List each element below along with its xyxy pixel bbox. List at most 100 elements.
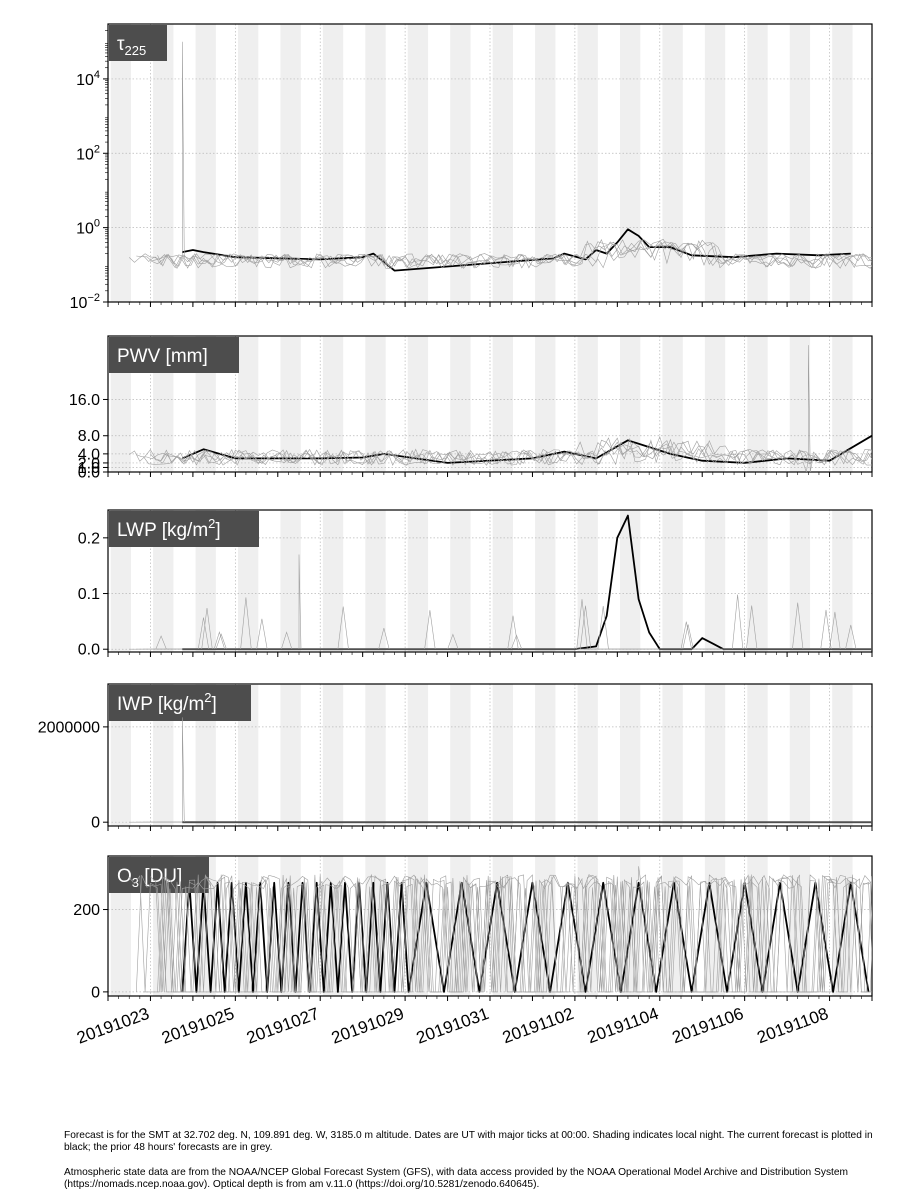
night-band — [365, 336, 386, 472]
current-forecast-line — [181, 881, 870, 993]
o3-y-axis: 0 200 — [73, 902, 108, 1001]
night-band — [747, 510, 768, 652]
y-tick-label: 0 — [91, 815, 100, 832]
panel-iwp: 0 2000000 IWP [kg/m2] — [38, 683, 873, 832]
night-band — [280, 510, 301, 652]
night-band — [577, 336, 598, 472]
night-band — [535, 510, 556, 652]
y-tick-label: 0.0 — [78, 465, 100, 482]
iwp-y-axis: 0 2000000 — [38, 719, 108, 832]
night-band — [280, 24, 301, 302]
lwp-label-box — [109, 511, 259, 547]
x-tick-label: 20191027 — [244, 1004, 322, 1048]
y-tick-label: 104 — [76, 69, 100, 89]
x-tick-label: 20191106 — [670, 1004, 746, 1047]
pwv-label: PWV [mm] — [117, 346, 208, 367]
pwv-current-forecast — [181, 434, 872, 464]
current-forecast-line — [181, 434, 872, 464]
night-band — [832, 684, 853, 826]
night-band — [407, 510, 429, 652]
x-axis-labels: 20191023 20191025 20191027 20191029 20191031… — [74, 1004, 831, 1048]
x-tick-label: 20191031 — [414, 1004, 492, 1048]
lwp-current-forecast — [182, 514, 872, 651]
night-band — [322, 24, 344, 302]
night-band — [322, 510, 344, 652]
night-band — [619, 684, 641, 826]
pwv-night-shading — [110, 336, 853, 472]
lwp-label: LWP [kg/m2] — [117, 516, 221, 541]
x-tick-label: 20191108 — [755, 1004, 831, 1047]
night-band — [789, 24, 811, 302]
night-band — [619, 24, 641, 302]
night-band — [322, 684, 344, 826]
night-band — [280, 336, 301, 472]
caption-data-sources: Atmospheric state data are from the NOAA… — [64, 1167, 849, 1190]
night-band — [492, 684, 513, 826]
y-tick-label: 100 — [76, 218, 100, 238]
night-band — [280, 684, 301, 826]
night-band — [110, 24, 131, 302]
night-band — [322, 336, 344, 472]
tau-prior-forecasts — [128, 41, 872, 269]
tau-x-ticks — [107, 302, 873, 307]
iwp-label: IWP [kg/m2] — [117, 690, 217, 715]
tau-night-shading — [110, 24, 853, 302]
night-band — [492, 510, 513, 652]
night-band — [577, 24, 598, 302]
y-tick-label: 8.0 — [78, 428, 100, 445]
iwp-label-box — [109, 685, 251, 721]
panel-tau: 10−2 100 102 104 τ225 — [70, 23, 873, 312]
lwp-y-axis: 0.0 0.1 0.2 — [78, 530, 108, 659]
prior-forecast-line — [136, 437, 872, 466]
prior-forecast-line — [150, 874, 872, 993]
x-tick-label: 20191102 — [500, 1004, 576, 1047]
prior-forecast-line — [143, 873, 872, 993]
caption-forecast-info: Forecast is for the SMT at 32.702 deg. N… — [64, 1130, 873, 1153]
o3-x-ticks — [107, 996, 873, 1001]
y-tick-label: 102 — [76, 143, 100, 163]
night-band — [450, 510, 471, 652]
night-band — [237, 336, 259, 472]
tau-label-box — [109, 25, 167, 61]
x-tick-label: 20191025 — [159, 1004, 237, 1048]
y-tick-label: 2.0 — [78, 455, 100, 472]
night-band — [450, 24, 471, 302]
night-band — [747, 24, 768, 302]
o3-current-forecast — [181, 881, 870, 993]
y-tick-label: 200 — [73, 902, 100, 919]
prior-forecast-line — [150, 602, 872, 650]
night-band — [535, 336, 556, 472]
y-tick-label: 4.0 — [78, 446, 100, 463]
night-band — [492, 24, 513, 302]
night-band — [535, 684, 556, 826]
night-band — [535, 24, 556, 302]
night-band — [407, 684, 429, 826]
night-band — [450, 336, 471, 472]
night-band — [365, 684, 386, 826]
night-band — [789, 510, 811, 652]
prior-forecast-line — [157, 605, 872, 650]
y-tick-label: 0.1 — [78, 586, 100, 603]
night-band — [619, 336, 641, 472]
prior-forecast-line — [164, 874, 872, 993]
pwv-x-ticks — [107, 472, 873, 477]
o3-label-box — [109, 857, 209, 893]
night-band — [747, 336, 768, 472]
night-band — [662, 510, 683, 652]
night-band — [407, 24, 429, 302]
y-tick-label: 0 — [91, 984, 100, 1001]
y-tick-label: 10−2 — [70, 292, 100, 312]
night-band — [577, 684, 598, 826]
iwp-prior-forecasts — [129, 717, 872, 823]
y-tick-label: 1.0 — [78, 460, 100, 477]
tau-label: τ225 — [117, 34, 146, 58]
night-band — [407, 336, 429, 472]
prior-forecast-line — [157, 438, 872, 466]
night-band — [832, 510, 853, 652]
current-forecast-line — [182, 514, 872, 651]
prior-forecast-line — [157, 240, 872, 269]
y-tick-label: 0.0 — [78, 642, 100, 659]
tau-current-forecast — [182, 228, 851, 272]
x-tick-label: 20191023 — [74, 1004, 152, 1048]
night-band — [832, 336, 853, 472]
